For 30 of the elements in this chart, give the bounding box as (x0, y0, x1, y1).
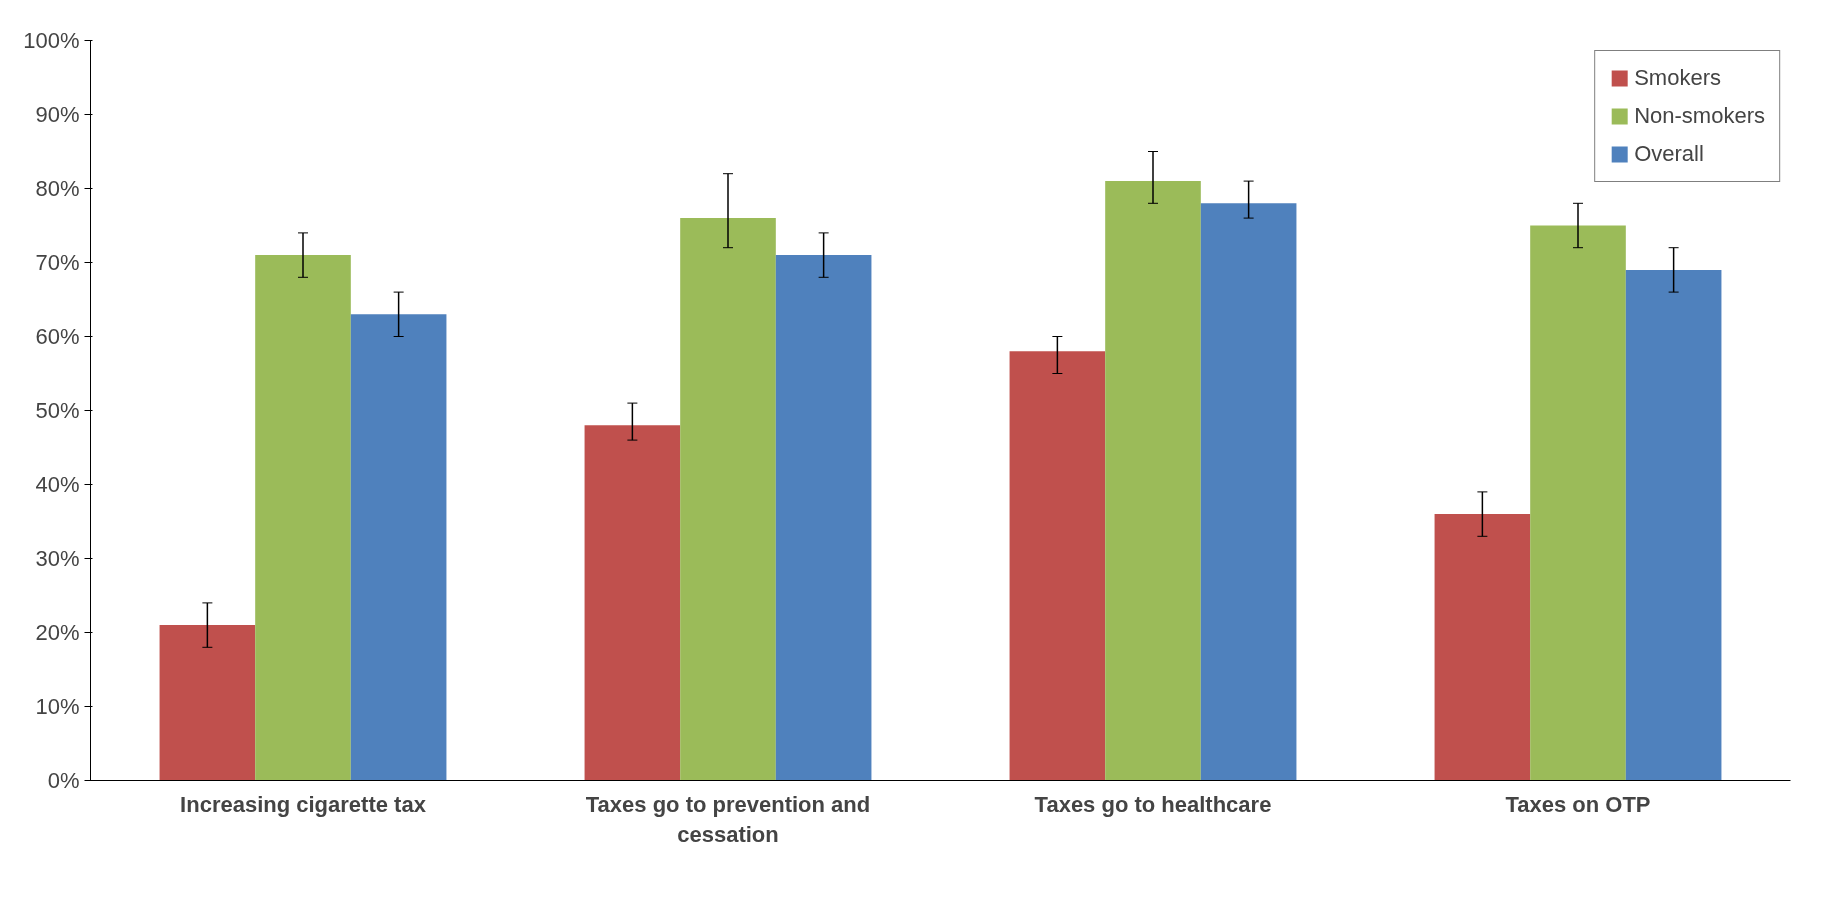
bar (584, 425, 681, 781)
x-tick-label: Increasing cigarette tax (180, 791, 427, 817)
bar (775, 255, 872, 781)
y-tick-label: 80% (35, 176, 80, 201)
bar (159, 625, 256, 781)
legend-label: Non-smokers (1634, 103, 1765, 129)
y-tick-label: 90% (35, 102, 80, 127)
y-tick-label: 60% (35, 324, 80, 349)
y-tick-label: 70% (35, 250, 80, 275)
x-tick-label: Taxes go to prevention and cessation (585, 791, 871, 847)
bar (1625, 269, 1722, 781)
bar (1434, 514, 1531, 781)
bar (255, 255, 351, 781)
y-tick-label: 20% (35, 620, 80, 645)
y-tick-label: 30% (35, 546, 80, 571)
bar (350, 314, 447, 781)
y-tick-label: 100% (23, 28, 80, 53)
bar (1200, 203, 1297, 781)
y-tick-label: 0% (47, 768, 80, 793)
x-tick-label: Taxes go to healthcare (1034, 791, 1272, 817)
y-tick-label: 10% (35, 694, 80, 719)
legend-label: Smokers (1634, 65, 1721, 91)
legend-label: Overall (1634, 141, 1704, 167)
bar (1530, 225, 1626, 781)
bar (1009, 351, 1106, 781)
y-tick-label: 50% (35, 398, 80, 423)
bar (680, 218, 776, 781)
bar (1105, 181, 1201, 781)
y-tick-label: 40% (35, 472, 80, 497)
x-tick-label: Taxes on OTP (1505, 791, 1651, 817)
